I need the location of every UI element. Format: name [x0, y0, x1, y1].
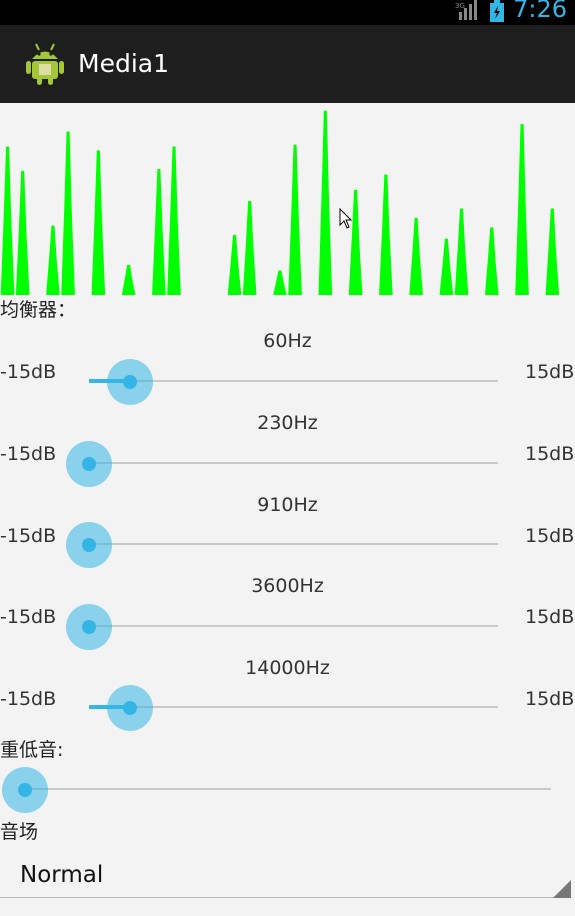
band-230hz-slider[interactable] — [66, 441, 498, 487]
visualizer-bar — [61, 131, 75, 295]
band-3600hz-label: 3600Hz — [251, 575, 324, 597]
band-14000hz-label: 14000Hz — [245, 657, 330, 679]
visualizer-bar — [0, 146, 15, 295]
band-230hz-max: 15dB — [525, 443, 575, 465]
signal-icon: 3G — [455, 0, 478, 20]
battery-icon — [490, 0, 505, 22]
slider-track — [89, 380, 498, 382]
band-3600hz-min: -15dB — [0, 606, 57, 628]
band-910hz-max: 15dB — [525, 525, 575, 547]
status-bar: 3G 7:26 — [0, 0, 575, 25]
slider-thumb-dot — [122, 701, 137, 715]
reverb-spinner[interactable]: Normal — [0, 852, 575, 900]
spinner-dropdown-icon — [553, 880, 571, 898]
bass-title: 重低音: — [0, 739, 64, 761]
visualizer-bar — [318, 110, 333, 295]
band-14000hz-slider[interactable] — [89, 685, 498, 731]
visualizer-bar — [288, 144, 302, 295]
reverb-title: 音场 — [0, 821, 39, 843]
band-230hz-label: 230Hz — [257, 412, 318, 434]
band-230hz-min: -15dB — [0, 443, 57, 465]
visualizer-bar — [454, 208, 469, 295]
visualizer-bar — [348, 189, 363, 295]
band-60hz-min: -15dB — [0, 361, 57, 383]
app-title: Media1 — [78, 49, 169, 78]
equalizer-title: 均衡器： — [0, 299, 77, 321]
visualizer-bar — [409, 217, 423, 295]
action-bar: Media1 — [0, 25, 575, 103]
visualizer-bar — [121, 264, 136, 295]
band-3600hz-slider[interactable] — [66, 604, 498, 650]
slider-thumb-dot — [82, 538, 96, 552]
visualizer-bar — [439, 238, 454, 295]
visualizer-bar — [379, 174, 393, 295]
status-time: 7:26 — [513, 0, 567, 23]
slider-track — [89, 625, 498, 627]
band-14000hz-min: -15dB — [0, 688, 57, 710]
network-type: 3G — [455, 2, 465, 10]
visualizer-bar — [167, 146, 181, 295]
visualizer-bar — [15, 170, 30, 295]
visualizer-bar — [273, 270, 287, 295]
band-910hz-slider[interactable] — [66, 522, 498, 568]
band-910hz-label: 910Hz — [257, 494, 318, 516]
slider-track — [25, 788, 551, 790]
band-60hz-max: 15dB — [525, 361, 575, 383]
visualizer-bar — [242, 201, 257, 295]
band-60hz-slider[interactable] — [89, 359, 498, 405]
visualizer-bar — [545, 208, 560, 295]
status-icons: 3G 7:26 — [453, 0, 567, 25]
visualizer-bar — [227, 234, 242, 295]
bass-slider[interactable] — [2, 767, 551, 813]
reverb-selected-value: Normal — [20, 862, 104, 888]
slider-track — [89, 462, 498, 464]
slider-track — [89, 543, 498, 545]
visualizer-bar — [152, 169, 166, 295]
slider-thumb-dot — [122, 375, 137, 389]
spinner-underline — [0, 897, 569, 898]
visualizer-bar — [91, 150, 106, 295]
mouse-cursor-icon — [339, 208, 353, 229]
slider-thumb-dot — [82, 457, 96, 471]
visualizer-bar — [484, 227, 499, 295]
slider-thumb-dot — [18, 783, 32, 797]
band-60hz-label: 60Hz — [263, 330, 312, 352]
audio-visualizer — [0, 110, 560, 295]
band-910hz-min: -15dB — [0, 525, 57, 547]
band-3600hz-max: 15dB — [525, 606, 575, 628]
band-14000hz-max: 15dB — [525, 688, 575, 710]
visualizer-bar — [46, 225, 60, 295]
visualizer-bar — [515, 123, 529, 295]
android-robot-icon[interactable] — [24, 42, 66, 86]
slider-track — [89, 706, 498, 708]
slider-thumb-dot — [82, 620, 96, 634]
